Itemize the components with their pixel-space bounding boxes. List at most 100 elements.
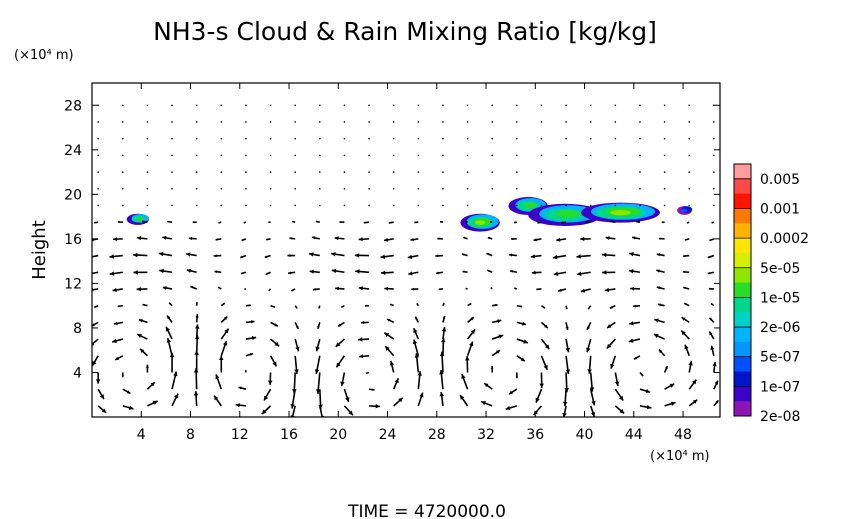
wind-vector-dot	[688, 171, 691, 173]
wind-vector-head	[589, 387, 595, 392]
wind-vector-head	[511, 237, 514, 241]
x-tick-label: 44	[625, 427, 643, 443]
wind-vector-head	[590, 411, 596, 417]
wind-vector-head	[113, 321, 118, 326]
wind-vector-head	[162, 286, 167, 290]
wind-vector-dot	[663, 104, 666, 107]
wind-vector-dot	[614, 121, 617, 123]
wind-vector-head	[629, 252, 634, 257]
wind-vector-dot	[614, 204, 617, 207]
wind-vector-head	[605, 236, 610, 241]
wind-vector-dot	[195, 204, 198, 207]
colorbar-label: 0.005	[760, 172, 800, 188]
wind-vector-head	[681, 317, 686, 321]
wind-vector-dot	[294, 204, 296, 207]
wind-vector-head	[435, 254, 439, 258]
wind-vector-dot	[171, 121, 173, 123]
wind-vector-dot	[417, 171, 420, 173]
wind-vector-head	[142, 220, 145, 223]
wind-vector-head	[414, 221, 416, 224]
wind-vector-dot	[269, 137, 272, 140]
wind-vector-dot	[540, 104, 543, 107]
wind-vector-head	[565, 347, 570, 353]
wind-vector-head	[614, 381, 620, 387]
wind-vector-head	[387, 318, 391, 322]
wind-vector-head	[658, 349, 663, 354]
wind-vector-head	[240, 255, 243, 258]
wind-vector-head	[365, 372, 368, 374]
wind-vector-head	[92, 275, 93, 276]
colorbar-label: 1e-07	[760, 379, 800, 395]
wind-vector-dot	[343, 187, 346, 190]
wind-vector-dot	[368, 121, 370, 123]
x-tick-label: 12	[231, 427, 249, 443]
wind-vector-dot	[713, 154, 715, 157]
wind-vector-dot	[639, 171, 641, 173]
wind-vector-head	[508, 390, 513, 395]
wind-vector-head	[115, 356, 119, 360]
wind-vector-head	[558, 288, 562, 292]
y-tick-label: 28	[64, 98, 82, 114]
wind-vector-head	[219, 355, 224, 361]
wind-vector-head	[658, 237, 662, 240]
wind-vector-dot	[491, 187, 493, 190]
wind-vector-head	[214, 270, 218, 274]
wind-vector-head	[543, 306, 546, 309]
wind-vector-dot	[294, 187, 296, 190]
wind-vector-head	[341, 306, 343, 308]
wind-vector-dot	[368, 171, 370, 173]
wind-vector-dot	[294, 137, 296, 140]
wind-vector-dot	[417, 104, 420, 107]
wind-vector-head	[543, 364, 548, 370]
wind-vector-dot	[614, 104, 617, 107]
wind-vector-head	[469, 303, 472, 306]
colorbar-label: 2e-06	[760, 320, 800, 336]
wind-vector-head	[606, 343, 612, 349]
wind-vector-head	[109, 254, 114, 259]
wind-vector-dot	[540, 187, 543, 190]
wind-vector-dot	[368, 204, 370, 207]
wind-vector-dot	[343, 121, 346, 123]
colorbar-swatch	[734, 312, 751, 328]
wind-vector-head	[290, 403, 295, 409]
wind-vector-head	[711, 303, 713, 305]
wind-vector-head	[692, 399, 698, 404]
wind-vector-dot	[245, 104, 247, 107]
wind-vector-head	[588, 307, 590, 310]
wind-vector-dot	[343, 204, 346, 207]
wind-vector-head	[309, 252, 314, 257]
wind-vector-dot	[220, 154, 223, 157]
wind-vector-dot	[368, 154, 370, 157]
cloud-contour	[524, 202, 537, 208]
wind-vector-dot	[688, 204, 691, 207]
x-tick-label: 4	[137, 427, 146, 443]
wind-vector-dot	[663, 204, 666, 207]
colorbar-swatch	[734, 178, 751, 195]
wind-vector-dot	[343, 137, 346, 140]
wind-vector-head	[465, 221, 467, 223]
wind-vector-head	[214, 395, 219, 401]
wind-vector-head	[709, 331, 713, 336]
wind-vector-dot	[442, 137, 444, 140]
wind-vector-head	[364, 304, 367, 307]
wind-vector-head	[235, 403, 240, 408]
wind-vector-head	[137, 333, 142, 339]
wind-vector-dot	[589, 104, 592, 107]
wind-vector-head	[412, 339, 418, 345]
wind-vector-head	[487, 237, 490, 239]
wind-vector-head	[133, 270, 138, 275]
wind-vector-head	[173, 371, 178, 377]
wind-vector-dot	[516, 204, 518, 207]
wind-vector-head	[562, 401, 568, 407]
wind-vector-head	[530, 254, 536, 259]
wind-vector-head	[92, 323, 95, 327]
wind-vector-dot	[319, 104, 321, 107]
wind-vector-head	[222, 340, 228, 346]
wind-vector-head	[415, 316, 418, 320]
cloud-contour	[136, 216, 144, 221]
wind-vector-head	[535, 397, 540, 403]
colorbar-label: 5e-07	[760, 350, 800, 366]
wind-vector-dot	[146, 204, 149, 207]
wind-vector	[92, 288, 99, 291]
wind-vector-dot	[491, 154, 493, 157]
